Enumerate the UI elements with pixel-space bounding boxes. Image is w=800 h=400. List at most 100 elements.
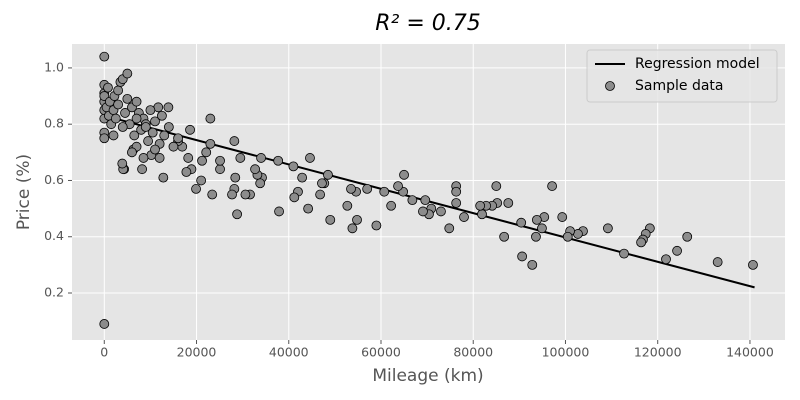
data-point — [181, 167, 192, 177]
legend-box — [586, 49, 778, 103]
data-point — [108, 130, 119, 141]
data-point — [517, 251, 528, 262]
data-point — [503, 198, 514, 208]
data-point — [158, 172, 169, 183]
data-point — [636, 237, 647, 248]
data-point — [191, 184, 201, 194]
data-point — [619, 248, 629, 259]
x-tick-label: 60000 — [361, 345, 401, 360]
data-point — [562, 231, 573, 242]
data-point — [230, 172, 241, 183]
data-point — [537, 223, 547, 234]
data-point — [99, 319, 110, 329]
data-point — [712, 257, 723, 267]
data-point — [196, 175, 207, 186]
legend-marker — [605, 81, 615, 91]
data-point — [117, 158, 128, 169]
data-point — [122, 68, 133, 79]
data-point — [273, 155, 284, 166]
data-point — [444, 223, 455, 234]
data-point — [451, 186, 462, 197]
data-point — [122, 93, 133, 104]
data-point — [499, 231, 510, 242]
data-point — [317, 178, 327, 189]
data-point — [288, 161, 299, 172]
data-point — [150, 144, 160, 155]
legend: Regression model Sample data — [586, 49, 778, 103]
data-point — [420, 195, 431, 206]
data-point — [347, 223, 358, 234]
y-tick-label: 0.4 — [44, 228, 64, 243]
x-tick-label: 120000 — [634, 345, 682, 360]
data-point — [451, 198, 462, 208]
data-point — [256, 153, 266, 163]
data-point — [173, 133, 183, 144]
data-point — [159, 130, 170, 141]
data-point — [459, 212, 469, 222]
data-point — [145, 105, 156, 116]
data-point — [185, 124, 195, 135]
data-point — [491, 181, 502, 191]
data-point — [603, 223, 613, 234]
x-tick-label: 20000 — [177, 345, 217, 360]
legend-label: Regression model — [635, 56, 760, 72]
data-point — [147, 127, 158, 138]
data-point — [393, 181, 403, 191]
data-point — [527, 259, 538, 270]
data-point — [255, 178, 266, 189]
y-tick-label: 0.8 — [44, 116, 64, 131]
data-point — [399, 169, 409, 180]
data-point — [250, 164, 260, 175]
data-point — [386, 200, 397, 211]
data-point — [342, 200, 353, 211]
data-point — [352, 214, 362, 225]
data-point — [232, 209, 243, 220]
data-point — [99, 133, 110, 144]
legend-label: Sample data — [635, 78, 723, 94]
data-point — [305, 153, 315, 163]
data-point — [240, 189, 251, 200]
data-point — [379, 186, 390, 197]
y-tick-label: 0.2 — [44, 285, 64, 300]
data-point — [346, 184, 356, 194]
data-point — [113, 99, 124, 110]
data-point — [120, 108, 130, 118]
data-point — [157, 110, 167, 121]
data-point — [129, 130, 140, 141]
data-point — [154, 153, 165, 163]
data-point — [323, 169, 333, 180]
data-point — [207, 189, 218, 200]
data-point — [137, 164, 148, 175]
x-tick-label: 40000 — [269, 345, 309, 360]
data-point — [682, 231, 693, 242]
y-axis-label: Price (%) — [14, 154, 34, 230]
data-point — [205, 113, 216, 124]
data-point — [163, 122, 174, 132]
x-tick-label: 0 — [100, 345, 108, 360]
data-point — [362, 184, 373, 194]
data-point — [557, 212, 568, 222]
data-point — [183, 153, 194, 163]
x-axis-label: Mileage (km) — [372, 366, 483, 386]
data-point — [436, 206, 446, 217]
data-point — [274, 206, 284, 217]
data-point — [227, 189, 237, 200]
data-point — [197, 155, 207, 166]
data-point — [131, 96, 142, 107]
y-tick-label: 1.0 — [44, 59, 64, 74]
data-point — [140, 122, 151, 132]
data-point — [201, 147, 212, 158]
data-point — [110, 113, 121, 124]
data-point — [672, 245, 682, 256]
data-point — [407, 195, 418, 206]
data-point — [297, 172, 308, 183]
data-point — [325, 214, 336, 225]
data-point — [477, 209, 487, 220]
data-point — [215, 155, 225, 166]
data-point — [163, 102, 174, 113]
data-point — [117, 122, 128, 132]
data-point — [289, 192, 300, 203]
data-point — [303, 203, 314, 214]
data-point — [127, 147, 137, 158]
